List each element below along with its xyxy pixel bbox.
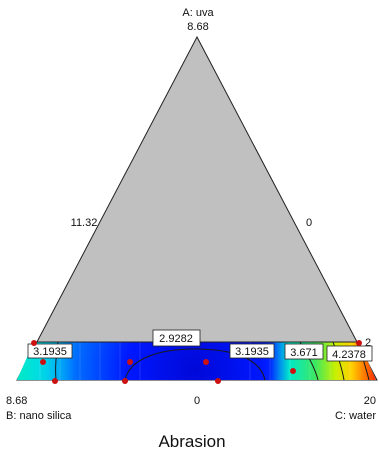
ternary-triangle <box>16 35 378 381</box>
design-point <box>40 359 46 365</box>
edge-label-right: 0 <box>306 217 312 229</box>
vertex-b-value: 8.68 <box>6 395 27 407</box>
contour-label-box-2 <box>152 329 201 347</box>
contour-label-4: 3.671 <box>290 347 318 359</box>
corner-label: 2 <box>365 337 371 349</box>
vertex-c-value: 20 <box>364 395 376 407</box>
contour-label-box-3 <box>229 343 275 359</box>
contour-label-box-4 <box>284 343 324 360</box>
design-point <box>203 359 209 365</box>
contour-label-1: 3.1935 <box>33 346 67 358</box>
contour-label-5: 4.2378 <box>332 349 366 361</box>
design-point <box>356 340 362 346</box>
vertex-c-name: C: water <box>335 410 376 422</box>
vertex-b-name: B: nano silica <box>6 410 72 422</box>
design-point <box>127 359 133 365</box>
contour-label-box-5 <box>326 345 373 362</box>
design-point <box>52 378 58 384</box>
vertex-a-name: A: uva <box>182 7 214 19</box>
contour-label-2: 2.9282 <box>159 333 193 345</box>
contour-label-3: 3.1935 <box>235 346 269 358</box>
edge-label-left: 11.32 <box>71 217 98 229</box>
contour-line-3-671 <box>332 341 345 381</box>
design-point <box>215 378 221 384</box>
chart-title: Abrasion <box>158 432 225 451</box>
design-point <box>122 378 128 384</box>
edge-label-bottom: 0 <box>194 395 200 407</box>
contour-line-2-9282 <box>124 348 266 381</box>
contour-label-box-1 <box>27 343 73 359</box>
vertex-a-value: 8.68 <box>187 21 208 33</box>
design-point <box>290 368 296 374</box>
design-points <box>31 340 362 384</box>
design-point <box>31 340 37 346</box>
